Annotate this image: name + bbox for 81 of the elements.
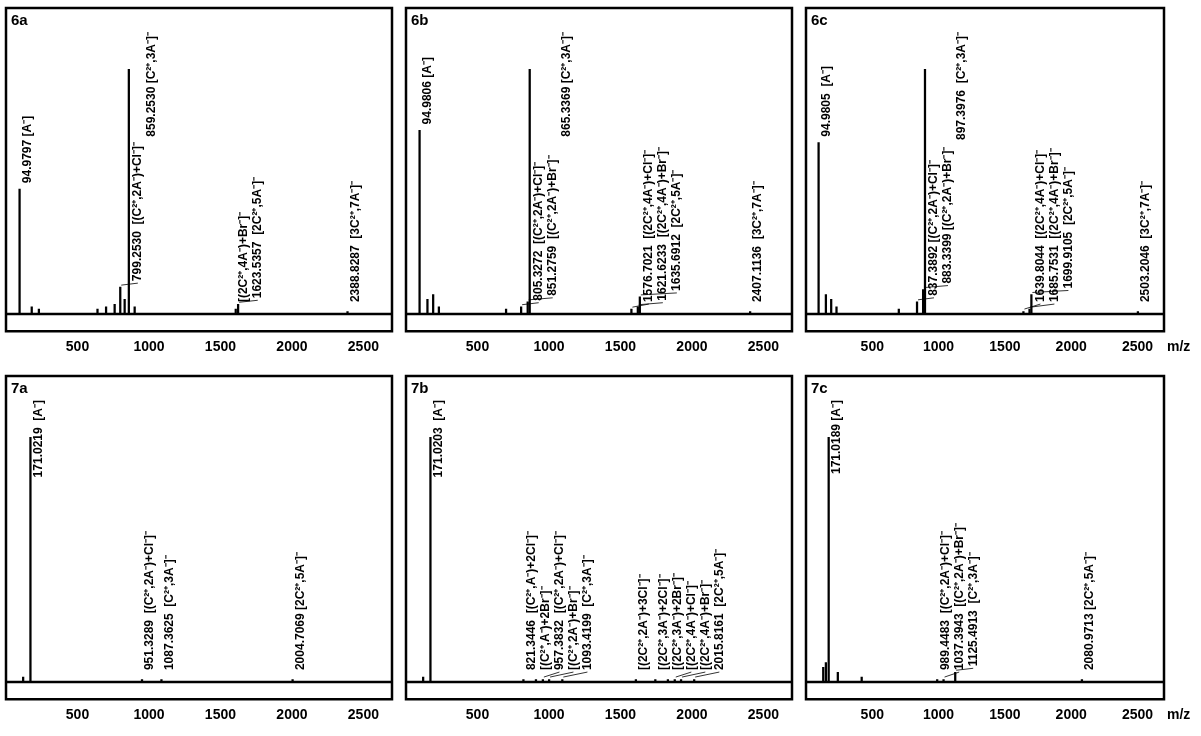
annotation: 1699.9105 [2C²⁺,5A⁻]⁻ [1060,167,1075,289]
annotation: 2407.1136 [3C²⁺,7A⁻]⁻ [750,181,765,303]
annotation: 1037.3943 [(C²⁺,2A⁻)+Br⁻]⁻ [951,523,966,671]
annotation: 805.3272 [(C²⁺,2A⁻)+Cl⁻]⁻ [531,161,546,301]
annotation: 2388.8287 [3C²⁺,7A⁻]⁻ [347,180,362,303]
x-tick-label: 1500 [989,338,1021,355]
x-tick-label: 500 [465,706,490,723]
x-tick-label: 2000 [276,706,308,723]
annotation: 171.0219 [A⁻] [30,399,45,478]
x-tick-label: 2000 [676,338,708,355]
x-tick-label: 2500 [1121,706,1154,723]
x-tick-label: 1500 [204,706,237,723]
x-tick-label: 1000 [923,338,955,355]
annotation: 837.3892 [(C²⁺,2A⁻)+Cl⁻]⁻ [926,160,941,296]
annotation: 821.3446 [(C²⁺,A⁻)+2Cl⁻]⁻ [523,531,538,671]
x-tick-label: 1000 [133,338,165,355]
x-tick-label: 1000 [533,338,565,355]
x-tick-label: 1000 [133,706,165,723]
x-tick-label: 500 [465,338,490,355]
annotation: 1087.3625 [C²⁺,3A⁻]⁻ [161,555,176,671]
x-axis-title: m/z [1167,338,1191,355]
annotation: 799.2530 [(C²⁺,2A⁻)+Cl⁻]⁻ [130,142,145,282]
x-tick-label: 500 [65,338,90,355]
annotation: 171.0189 [A⁻] [828,400,843,475]
annotation: [(2C²⁺,4A⁻)+Cl⁻]⁻ [683,581,698,671]
chart-title: 7b [411,378,429,396]
annotation: [(2C²⁺,4A⁻)+Br⁻]⁻ [697,579,712,671]
chart-title: 7c [811,378,828,396]
x-tick-label: 2500 [747,706,780,723]
annotation: 94.9797 [A⁻] [19,115,34,184]
x-tick-label: 500 [860,338,885,355]
annotation: [(2C²⁺,3A⁻)+2Cl⁻]⁻ [655,574,670,671]
annotation: 989.4483 [(C²⁺,2A⁻)+Cl⁻]⁻ [937,531,952,671]
chart-title: 6c [811,10,828,28]
annotation: [(C²⁺,2A⁻)+Br⁻]⁻ [565,586,580,671]
annotation: 2004.7069 [2C²⁺,5A⁻]⁻ [292,552,307,671]
x-tick-label: 2500 [747,338,780,355]
annotation: [(2C²⁺,2A⁻)+3Cl⁻]⁻ [636,574,651,671]
annotation: 2080.9713 [2C²⁺,5A⁻]⁻ [1082,552,1097,671]
annotation: 951.3289 [(C²⁺,2A⁻)+Cl⁻]⁻ [142,531,157,671]
annotation: 1635.6912 [2C²⁺,5A⁻]⁻ [669,169,684,291]
annotation: 94.9806 [A⁻] [419,57,434,125]
annotation: 2503.2046 [3C²⁺,7A⁻]⁻ [1138,180,1153,303]
x-tick-label: 1000 [923,706,955,723]
x-tick-label: 500 [860,706,885,723]
annotation: 94.9805 [A⁻] [818,65,833,137]
annotation: [(C²⁺,A⁻)+2Br⁻]⁻ [537,586,552,671]
x-tick-label: 1000 [533,706,565,723]
x-tick-label: 1500 [604,706,637,723]
annotation: 957.3832 [(C²⁺,2A⁻)+Cl⁻]⁻ [551,531,566,671]
annotation: 1093.4199 [C²⁺,3A⁻]⁻ [579,555,594,671]
chart-title: 7a [11,378,29,396]
x-tick-label: 500 [65,706,90,723]
annotation: 1639.8044 [(2C²⁺,4A⁻)+Cl⁻]⁻ [1032,149,1047,303]
annotation: 897.3976 [C²⁺,3A⁻]⁻ [954,32,969,141]
x-tick-label: 2000 [276,338,308,355]
x-tick-label: 1500 [204,338,237,355]
annotation: 1125.4913 [C²⁺,3A⁻]⁻ [965,552,980,667]
annotation: 851.2759 [(C²⁺,2A⁻)+Br⁻]⁻ [545,155,560,296]
x-tick-label: 2000 [676,706,708,723]
annotation: 859.2530 [C²⁺,3A⁻]⁻ [144,31,159,137]
x-tick-label: 2000 [1055,706,1087,723]
chart-title: 6b [411,10,429,28]
annotation: [(2C²⁺,3A⁻)+2Br⁻]⁻ [669,573,684,671]
annotation: 2015.8161 [2C²⁺,5A⁻]⁻ [711,548,726,671]
annotation: 1621.6233 [(2C²⁺,4A⁻)+Br⁻]⁻ [655,146,670,301]
x-tick-label: 2000 [1055,338,1087,355]
x-axis-title: m/z [1167,706,1191,723]
x-tick-label: 2500 [347,706,380,723]
annotation: 865.3369 [C²⁺,3A⁻]⁻ [559,31,574,137]
annotation: 883.3399 [(C²⁺,2A⁻)+Br⁻]⁻ [940,146,955,284]
annotation: 1623.5357 [2C²⁺,5A⁻]⁻ [250,176,265,299]
x-tick-label: 1500 [989,706,1021,723]
x-tick-label: 2500 [1121,338,1154,355]
annotation: 1576.7021 [(2C²⁺,4A⁻)+Cl⁻]⁻ [641,149,656,303]
x-tick-label: 2500 [347,338,380,355]
annotation: 171.0203 [A⁻] [430,399,445,478]
annotation: 1685.7531 [(2C²⁺,4A⁻)+Br⁻]⁻ [1046,148,1061,303]
x-tick-label: 1500 [604,338,637,355]
annotation: [(2C²⁺,4A⁻)+Br⁻]⁻ [236,211,251,303]
chart-title: 6a [11,10,29,28]
